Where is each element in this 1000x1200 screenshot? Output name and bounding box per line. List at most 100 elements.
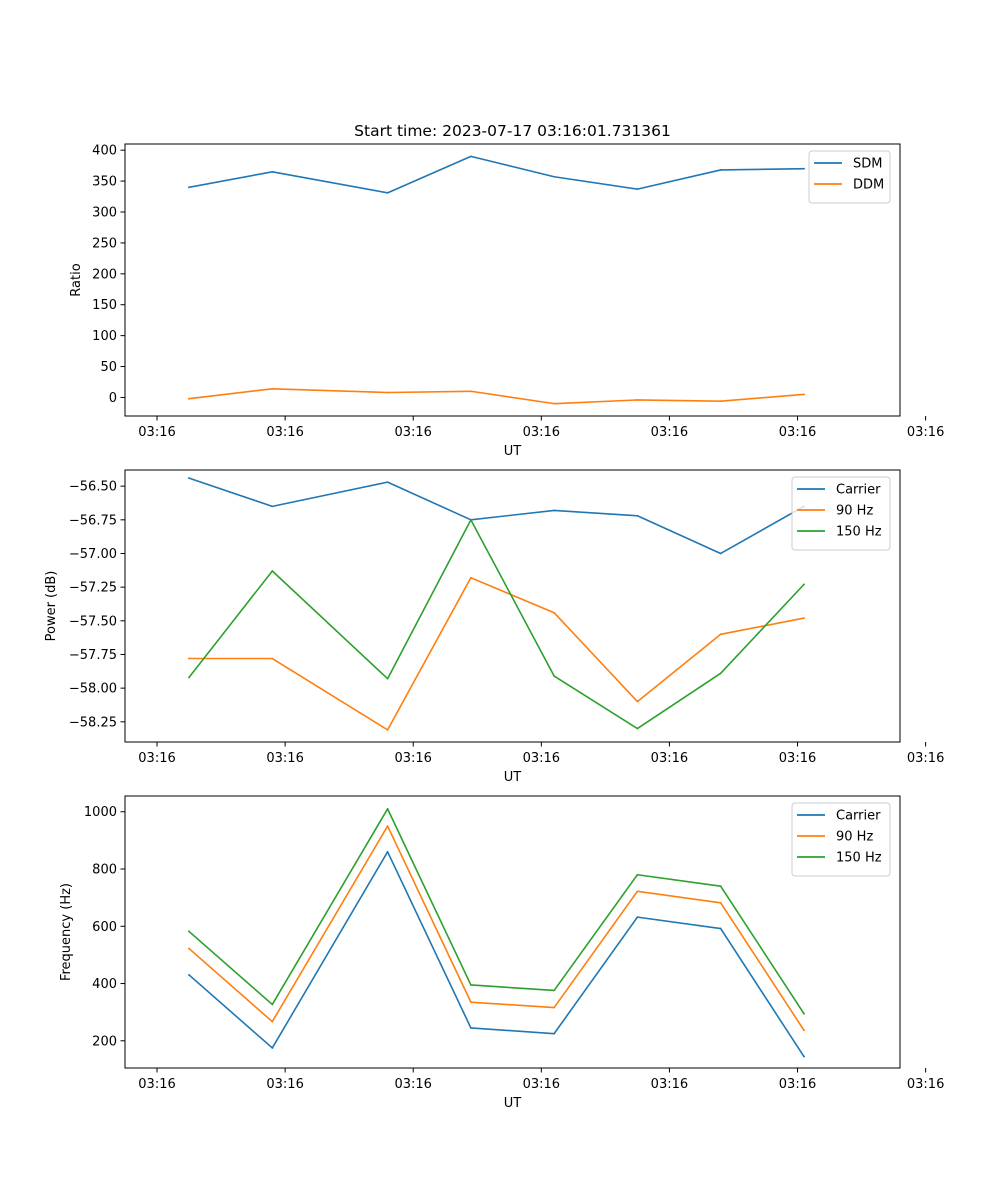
ratio-point-sdm xyxy=(188,186,190,189)
frequency-x-tick-label: 03:16 xyxy=(394,1077,431,1092)
power-point-90-hz xyxy=(803,617,805,620)
frequency-point-150-hz xyxy=(386,807,389,810)
frequency-x-axis-label: UT xyxy=(504,1096,522,1111)
frequency-series-90-hz xyxy=(187,825,806,1032)
frequency-point-90-hz xyxy=(553,1006,556,1009)
ratio-legend-box xyxy=(808,150,891,204)
power-legend-label-carrier: Carrier xyxy=(836,483,881,498)
power-y-tick-label: −58.00 xyxy=(69,682,117,697)
ratio-x-tick-label: 03:16 xyxy=(523,425,560,440)
frequency-plot-frame xyxy=(124,795,901,1069)
frequency-point-90-hz xyxy=(469,1001,472,1004)
ratio-point-sdm xyxy=(469,155,472,158)
ratio-point-sdm xyxy=(271,170,274,173)
frequency-point-carrier xyxy=(386,850,389,853)
power-point-150-hz xyxy=(553,675,556,677)
ratio-point-ddm xyxy=(386,391,389,394)
frequency-point-90-hz xyxy=(386,825,389,827)
frequency-line-90-hz xyxy=(187,825,806,1032)
power-point-90-hz xyxy=(386,728,389,731)
power-x-tick-label: 03:16 xyxy=(138,751,175,766)
frequency-point-carrier xyxy=(469,1027,472,1029)
power-point-150-hz xyxy=(636,727,639,730)
ratio-x-tick-label: 03:16 xyxy=(779,425,816,440)
power-line-90-hz xyxy=(188,576,805,731)
power-y-tick-label: −58.25 xyxy=(69,715,117,730)
power-y-tick-label: −57.00 xyxy=(69,547,117,562)
frequency-legend-label-carrier: Carrier xyxy=(836,809,881,824)
ratio-y-tick-label: 250 xyxy=(92,236,117,251)
frequency-y-tick-label: 600 xyxy=(92,920,117,935)
ratio-legend-label-sdm: SDM xyxy=(853,157,882,172)
ratio-point-ddm xyxy=(719,400,722,403)
frequency-x-tick-label: 03:16 xyxy=(266,1077,303,1092)
power-point-150-hz xyxy=(803,583,805,586)
frequency-point-carrier xyxy=(188,974,190,976)
frequency-x-tick-label: 03:16 xyxy=(138,1077,175,1092)
power-legend: Carrier 90 Hz 150 Hz xyxy=(791,476,891,551)
ratio-x-tick-label: 03:16 xyxy=(266,425,303,440)
chart-title: Start time: 2023-07-17 03:16:01.731361 xyxy=(354,122,671,140)
frequency-point-150-hz xyxy=(188,930,190,933)
frequency-point-150-hz xyxy=(803,1012,805,1015)
power-x-tick-label: 03:16 xyxy=(779,751,816,766)
frequency-panel: 03:1603:1603:1603:1603:1603:1603:1603:17… xyxy=(59,795,944,1111)
power-x-tick-label: 03:16 xyxy=(651,751,688,766)
power-panel: 03:1603:1603:1603:1603:1603:1603:1603:17… xyxy=(44,469,944,785)
power-point-carrier xyxy=(553,509,556,512)
power-series-90-hz xyxy=(188,576,805,731)
ratio-y-tick-label: 200 xyxy=(92,267,117,282)
ratio-point-ddm xyxy=(636,399,639,401)
power-point-150-hz xyxy=(386,677,389,680)
frequency-legend-label-90-hz: 90 Hz xyxy=(836,830,873,845)
ratio-y-tick-label: 100 xyxy=(92,329,117,344)
frequency-legend: Carrier 90 Hz 150 Hz xyxy=(791,802,891,877)
ratio-plot-frame xyxy=(124,143,901,417)
ratio-y-tick-label: 0 xyxy=(109,391,117,406)
frequency-point-150-hz xyxy=(553,989,556,992)
frequency-point-90-hz xyxy=(803,1029,805,1032)
power-point-90-hz xyxy=(188,657,190,660)
power-point-90-hz xyxy=(636,700,639,703)
ratio-y-tick-label: 300 xyxy=(92,206,117,221)
power-y-tick-label: −57.50 xyxy=(69,614,117,629)
ratio-point-ddm xyxy=(553,402,556,405)
ratio-y-tick-label: 50 xyxy=(100,360,117,375)
frequency-x-tick-label: 03:16 xyxy=(523,1077,560,1092)
frequency-point-150-hz xyxy=(719,885,722,888)
power-legend-label-90-hz: 90 Hz xyxy=(836,504,873,519)
frequency-x-tick-label: 03:16 xyxy=(779,1077,816,1092)
ratio-y-tick-label: 150 xyxy=(92,298,117,313)
ratio-point-ddm xyxy=(803,393,805,396)
power-x-tick-label: 03:16 xyxy=(907,751,944,766)
power-line-150-hz xyxy=(187,519,806,730)
power-x-tick-label: 03:16 xyxy=(394,751,431,766)
power-point-90-hz xyxy=(719,633,722,636)
frequency-point-150-hz xyxy=(636,873,639,876)
frequency-point-carrier xyxy=(636,916,639,919)
frequency-point-carrier xyxy=(803,1055,805,1058)
frequency-y-tick-label: 800 xyxy=(92,863,117,878)
ratio-x-tick-label: 03:16 xyxy=(394,425,431,440)
frequency-point-150-hz xyxy=(271,1003,274,1006)
ratio-line-sdm xyxy=(188,155,805,194)
ratio-y-tick-label: 400 xyxy=(92,144,117,159)
ratio-point-sdm xyxy=(553,175,556,178)
ratio-point-sdm xyxy=(636,188,639,191)
frequency-point-carrier xyxy=(271,1047,274,1049)
frequency-point-90-hz xyxy=(188,947,190,950)
frequency-point-carrier xyxy=(719,927,722,930)
frequency-y-tick-label: 1000 xyxy=(84,805,117,820)
power-point-carrier xyxy=(271,505,274,508)
ratio-x-tick-label: 03:16 xyxy=(138,425,175,440)
frequency-point-carrier xyxy=(553,1032,556,1035)
power-point-90-hz xyxy=(553,611,556,614)
ratio-series-sdm xyxy=(188,155,805,194)
ratio-x-axis-label: UT xyxy=(504,444,522,459)
frequency-point-90-hz xyxy=(271,1020,274,1023)
frequency-x-tick-label: 03:16 xyxy=(651,1077,688,1092)
ratio-x-tick-label: 03:16 xyxy=(651,425,688,440)
ratio-y-axis-label: Ratio xyxy=(69,263,84,296)
ratio-panel: 03:1603:1603:1603:1603:1603:1603:1603:17… xyxy=(69,143,944,459)
power-legend-label-150-hz: 150 Hz xyxy=(836,525,882,540)
